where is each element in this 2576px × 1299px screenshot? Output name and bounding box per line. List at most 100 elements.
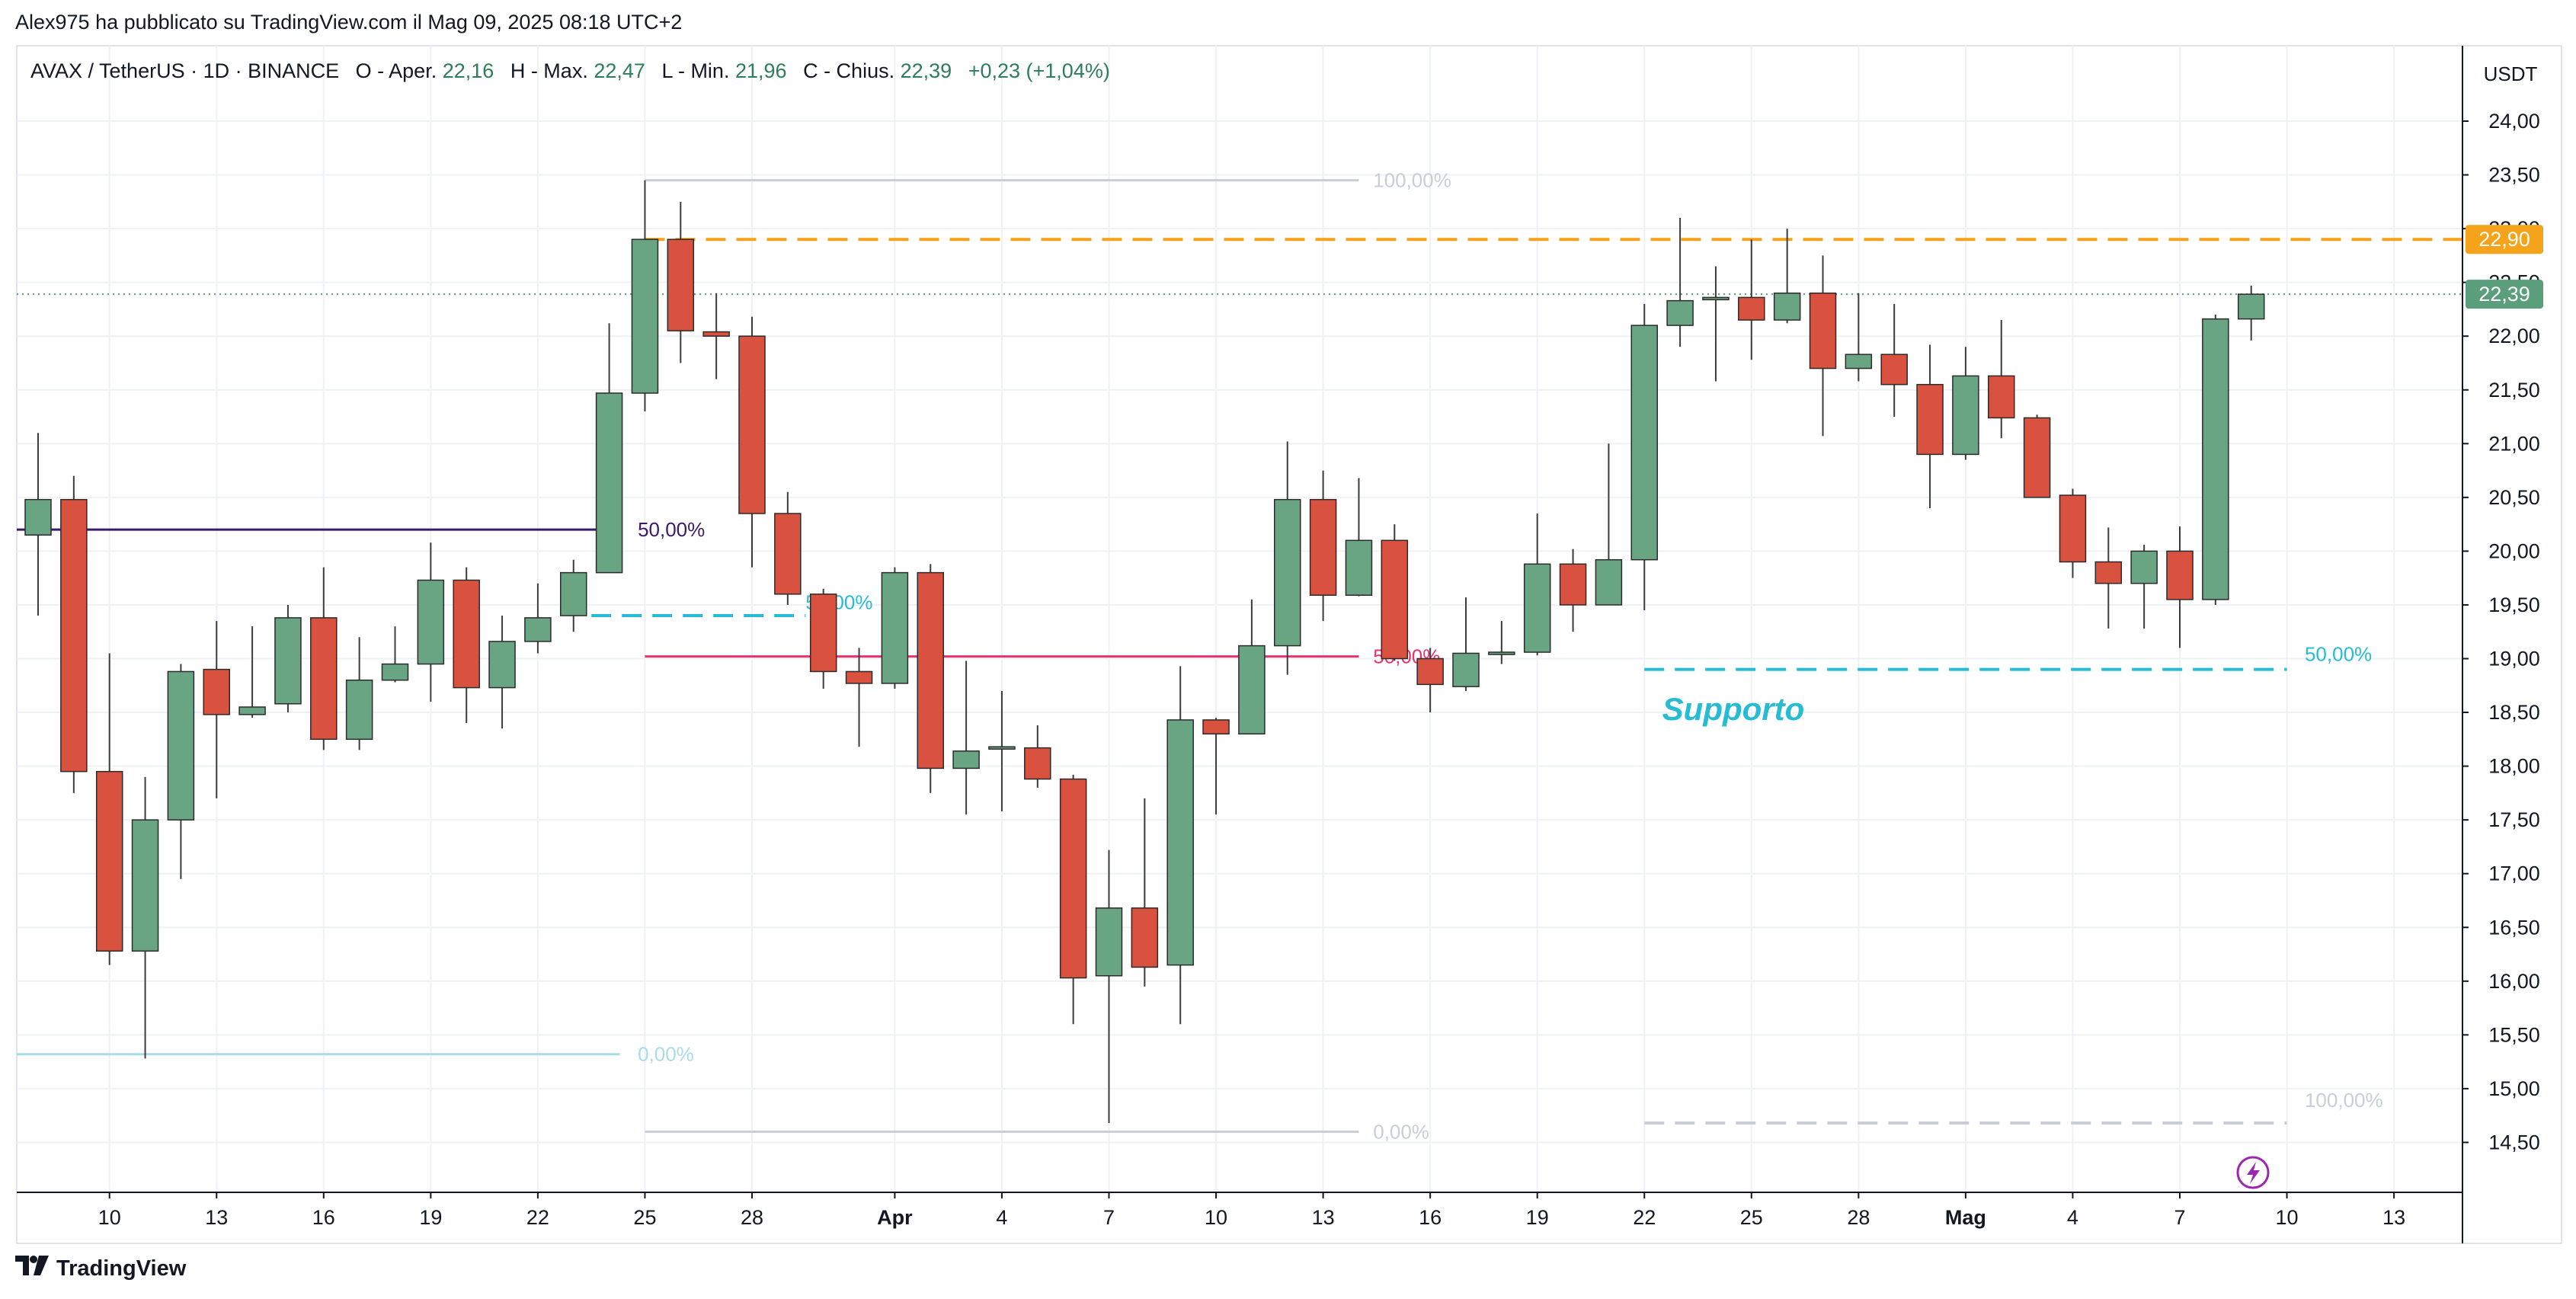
tradingview-logo[interactable]: TradingView [15,1256,186,1281]
fib-level-label: 100,00% [1373,169,1451,192]
candle-body [1845,354,1873,370]
candle-body [1381,539,1409,660]
tradingview-mark-icon [15,1256,49,1281]
price-tag [2466,280,2543,309]
candle-body [203,668,230,715]
time-tick-label: 13 [205,1206,228,1229]
candle-body [1309,498,1337,597]
candle-body [1630,325,1658,561]
candle-body [774,513,802,595]
candle-body [2023,417,2051,498]
candle-body [1345,539,1373,597]
candle-body [667,238,695,331]
candle-body [131,819,159,952]
price-tick-label: 19,50 [2488,594,2540,616]
candle-body [1988,375,2015,419]
price-tick-label: 23,50 [2488,164,2540,187]
time-tick-label: Mag [1945,1206,1986,1229]
legend-low-label: L - Min. [661,59,729,82]
lightning-icon[interactable] [2236,1156,2270,1189]
candle-body [2202,318,2229,600]
time-tick-label: 7 [1103,1206,1115,1229]
time-tick-label: 4 [996,1206,1007,1229]
candle-body [2237,293,2265,320]
price-tick-label: 19,00 [2488,648,2540,670]
price-tick-label: 15,50 [2488,1023,2540,1046]
price-tick-label: 15,00 [2488,1077,2540,1100]
fib-level-label: 50,00% [2305,642,2372,665]
candle-body [1238,645,1266,735]
fib-level-label: 50,00% [638,518,705,541]
time-tick-label: 10 [2276,1206,2299,1229]
candle-body [24,498,52,536]
candle-body [95,770,123,952]
fib-level-label: 0,00% [638,1043,694,1066]
grid [17,46,2462,1192]
candle-body [1666,299,1694,326]
time-tick-label: 13 [2382,1206,2405,1229]
candle-body [60,498,88,773]
legend-open-value: 22,16 [443,59,494,82]
candle-body [2094,561,2123,584]
candle-body [167,670,195,821]
price-tick-label: 18,00 [2488,755,2540,778]
candle-body [845,670,873,684]
candle-body [1702,296,1730,301]
candle-body [1916,383,1944,456]
candle-body [238,706,266,715]
candle-body [560,571,587,616]
fib-level-label: 0,00% [1373,1120,1429,1143]
brand-name: TradingView [56,1256,187,1281]
candle-body [453,579,480,689]
time-tick-label: Apr [877,1206,913,1229]
candle-body [345,679,373,741]
candle-body [488,641,516,689]
candle-body [417,579,445,665]
time-tick-label: 25 [633,1206,656,1229]
candle-body [1880,354,1908,386]
currency-label[interactable]: USDT [2484,62,2538,85]
time-tick-label: 16 [312,1206,335,1229]
candle-body [1738,296,1765,321]
price-tick-label: 16,50 [2488,916,2540,939]
time-tick-label: 13 [1312,1206,1335,1229]
price-tag-label: 22,39 [2478,283,2530,306]
price-tick-label: 21,50 [2488,379,2540,402]
candle-body [988,746,1016,750]
candle-body [1452,652,1480,687]
candle-body [595,392,623,574]
candle-body [1416,657,1444,686]
candle-body [631,238,659,394]
candle-body [881,571,909,684]
candle-body [1809,293,1837,370]
chart-frame [16,45,2562,1244]
candle-body [1024,747,1051,780]
candle-body [310,617,338,741]
time-tick-label: 10 [1205,1206,1227,1229]
legend-symbol[interactable]: AVAX / TetherUS · 1D · BINANCE [30,59,339,82]
publish-credit: Alex975 ha pubblicato su TradingView.com… [15,11,683,34]
legend-high-label: H - Max. [510,59,588,82]
price-tick-label: 16,00 [2488,970,2540,993]
time-tick-label: 22 [526,1206,549,1229]
candle-body [274,617,302,705]
candle-body [1166,719,1194,966]
legend-low-value: 21,96 [735,59,787,82]
candle-body [1773,293,1801,321]
candle-body [381,663,409,681]
time-tick-label: 19 [1526,1206,1549,1229]
price-tick-label: 24,00 [2488,110,2540,133]
candle-body [524,617,552,642]
time-tick-label: 19 [419,1206,442,1229]
legend-close-label: C - Chius. [803,59,894,82]
candle-body [1059,778,1087,979]
candle-body [1559,563,1587,606]
price-tag [2466,225,2543,254]
time-tick-label: 22 [1633,1206,1656,1229]
candle-body [2059,494,2087,563]
symbol-legend: AVAX / TetherUS · 1D · BINANCE O - Aper.… [30,59,1110,82]
candle-body [702,331,730,337]
legend-close-value: 22,39 [901,59,952,82]
svg-text:AVAX / TetherUS · 1D · BINANCE: AVAX / TetherUS · 1D · BINANCE O - Aper.… [30,59,1110,82]
